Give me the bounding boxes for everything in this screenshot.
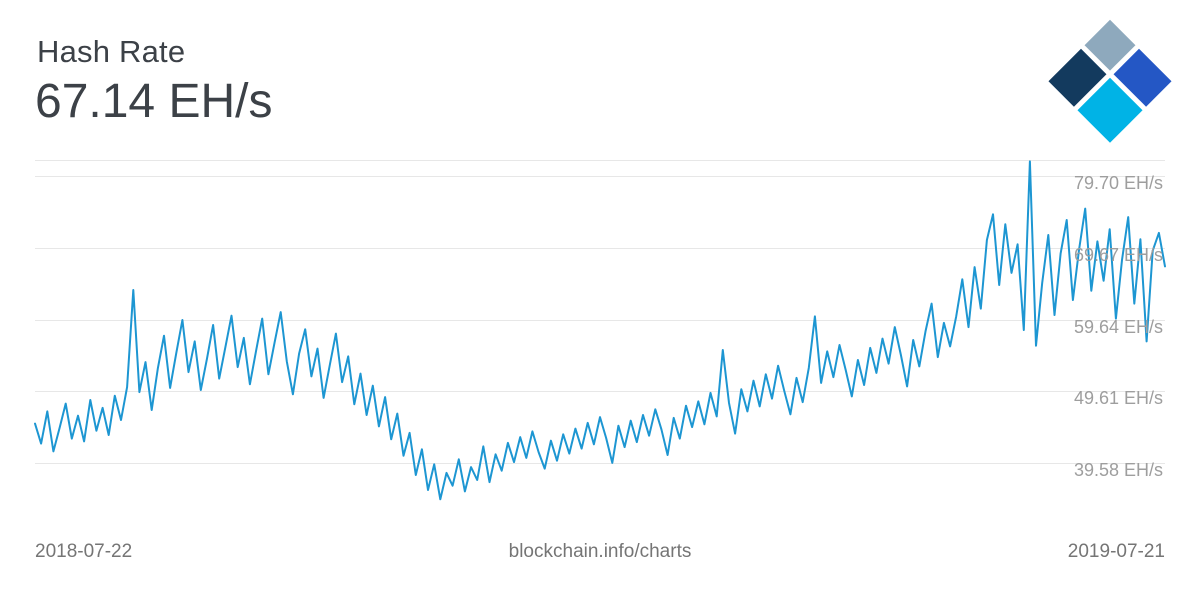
y-axis-label: 49.61 EH/s xyxy=(1073,388,1163,409)
x-axis-start-date: 2018-07-22 xyxy=(35,541,133,562)
y-axis-label: 79.70 EH/s xyxy=(1073,173,1163,194)
y-axis-label: 59.64 EH/s xyxy=(1073,316,1163,337)
x-axis-end-date: 2019-07-21 xyxy=(1067,541,1165,562)
blockchain-logo-icon[interactable] xyxy=(1048,19,1172,144)
current-hash-rate-value: 67.14 EH/s xyxy=(35,75,273,128)
plot-top-border xyxy=(35,160,1165,161)
page-title: Hash Rate xyxy=(37,34,186,69)
watermark-link[interactable]: blockchain.info/charts xyxy=(508,541,692,562)
hash-rate-line xyxy=(34,160,1166,501)
gridline xyxy=(35,391,1165,393)
gridline xyxy=(35,176,1165,178)
gridline xyxy=(35,248,1165,250)
gridline xyxy=(35,319,1165,321)
blockchain-logo-grid xyxy=(1048,19,1172,144)
x-axis-footer: 2018-07-22 blockchain.info/charts 2019-0… xyxy=(35,541,1165,563)
y-axis-label: 39.58 EH/s xyxy=(1073,460,1163,480)
y-axis-label: 69.67 EH/s xyxy=(1073,245,1163,266)
gridline xyxy=(35,463,1165,464)
